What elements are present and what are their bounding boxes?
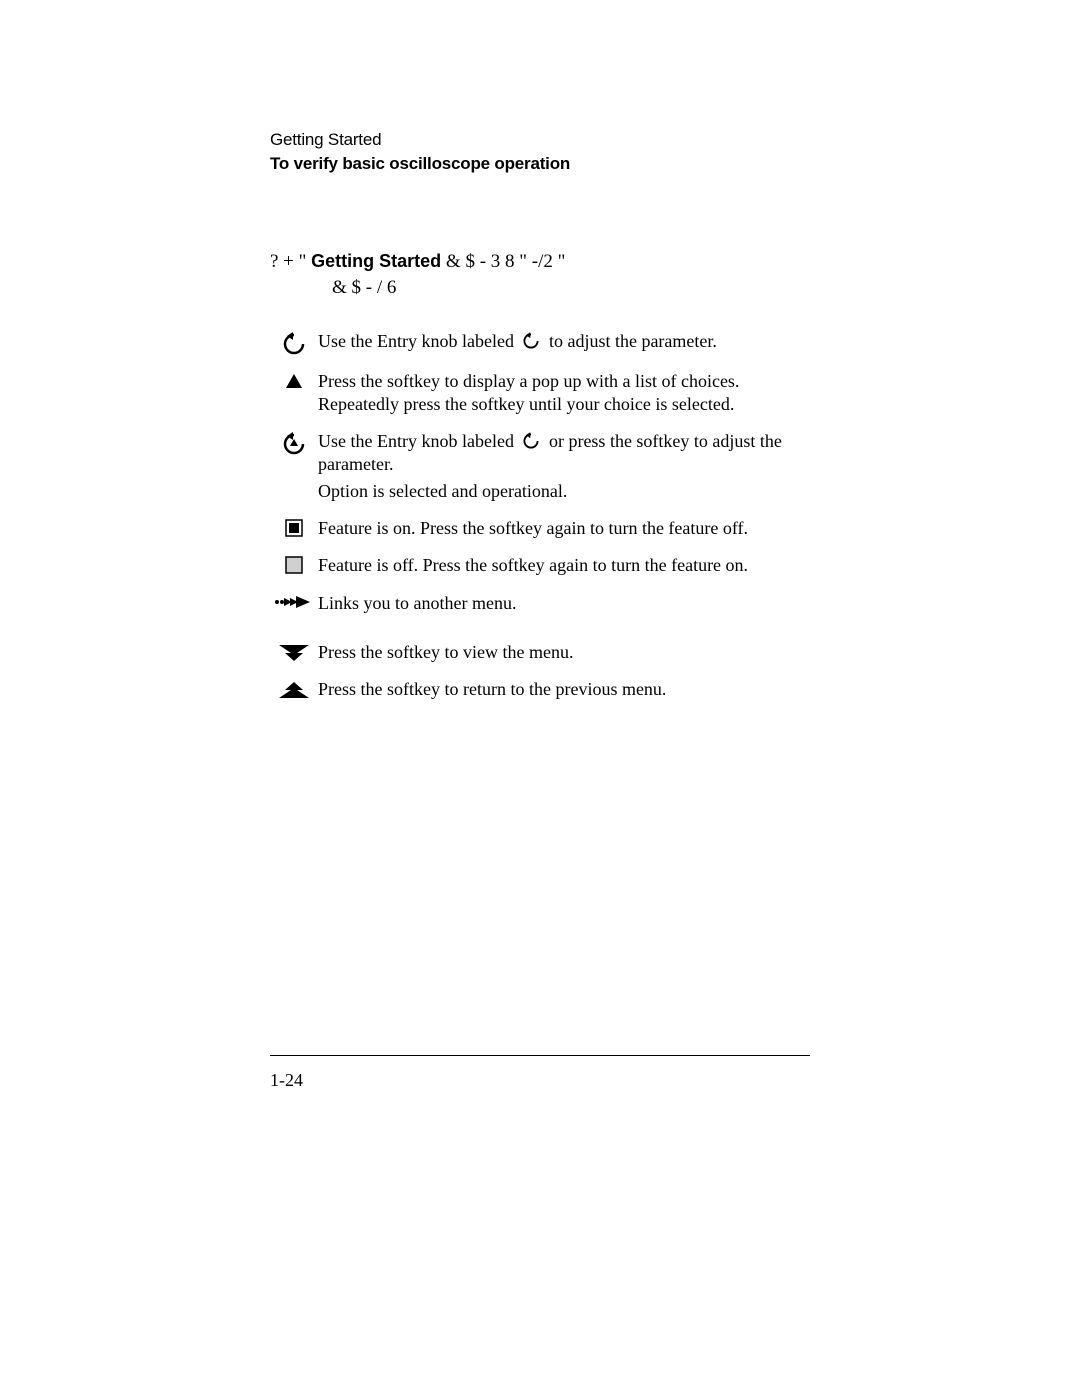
- item-text: Use the Entry knob labeled to adjust the…: [318, 330, 810, 353]
- intro-line1: ? + " Getting Started & $ - 3 8 " -/2 ": [270, 249, 810, 275]
- item-text: Use the Entry knob labeled or press the …: [318, 430, 810, 503]
- list-item: Feature is on. Press the softkey again t…: [270, 517, 810, 540]
- link-arrow-icon: [270, 592, 318, 610]
- list-item: Press the softkey to display a pop up wi…: [270, 370, 810, 416]
- text-a: Use the Entry knob labeled: [318, 331, 518, 351]
- list-item: Use the Entry knob labeled or press the …: [270, 430, 810, 503]
- rotate-icon: [270, 330, 318, 356]
- triangle-up-icon: [270, 370, 318, 390]
- arrow-up-icon: [270, 678, 318, 700]
- page-content: Getting Started To verify basic oscillos…: [270, 130, 810, 715]
- list-item: Feature is off. Press the softkey again …: [270, 554, 810, 577]
- item-text: Feature is off. Press the softkey again …: [318, 554, 810, 577]
- rotate-triangle-icon: [270, 430, 318, 456]
- intro-block: ? + " Getting Started & $ - 3 8 " -/2 " …: [270, 249, 810, 300]
- arrow-down-icon: [270, 641, 318, 663]
- text-b: to adjust the parameter.: [544, 331, 716, 351]
- header-section: Getting Started: [270, 130, 810, 150]
- square-filled-icon: [270, 517, 318, 537]
- rotate-icon: [520, 432, 542, 450]
- intro-bold: Getting Started: [311, 251, 441, 271]
- item-text: Press the softkey to display a pop up wi…: [318, 370, 810, 416]
- rotate-icon: [520, 332, 542, 350]
- list-item: Links you to another menu.: [270, 592, 810, 615]
- item-text: Feature is on. Press the softkey again t…: [318, 517, 810, 540]
- items-list: Use the Entry knob labeled to adjust the…: [270, 330, 810, 700]
- footer-rule: [270, 1055, 810, 1056]
- intro-line2: & $ - / 6: [270, 275, 810, 301]
- item-sub: Option is selected and operational.: [318, 480, 810, 503]
- list-item: Press the softkey to return to the previ…: [270, 678, 810, 701]
- header-title: To verify basic oscilloscope operation: [270, 154, 810, 174]
- list-item: Press the softkey to view the menu.: [270, 641, 810, 664]
- item-text: Press the softkey to return to the previ…: [318, 678, 810, 701]
- page-number: 1-24: [270, 1070, 303, 1091]
- item-text: Press the softkey to view the menu.: [318, 641, 810, 664]
- intro-prefix: ? + ": [270, 251, 311, 272]
- text-a: Use the Entry knob labeled: [318, 431, 518, 451]
- item-text: Links you to another menu.: [318, 592, 810, 615]
- intro-rest: & $ - 3 8 " -/2 ": [441, 251, 565, 272]
- list-item: Use the Entry knob labeled to adjust the…: [270, 330, 810, 356]
- square-empty-icon: [270, 554, 318, 574]
